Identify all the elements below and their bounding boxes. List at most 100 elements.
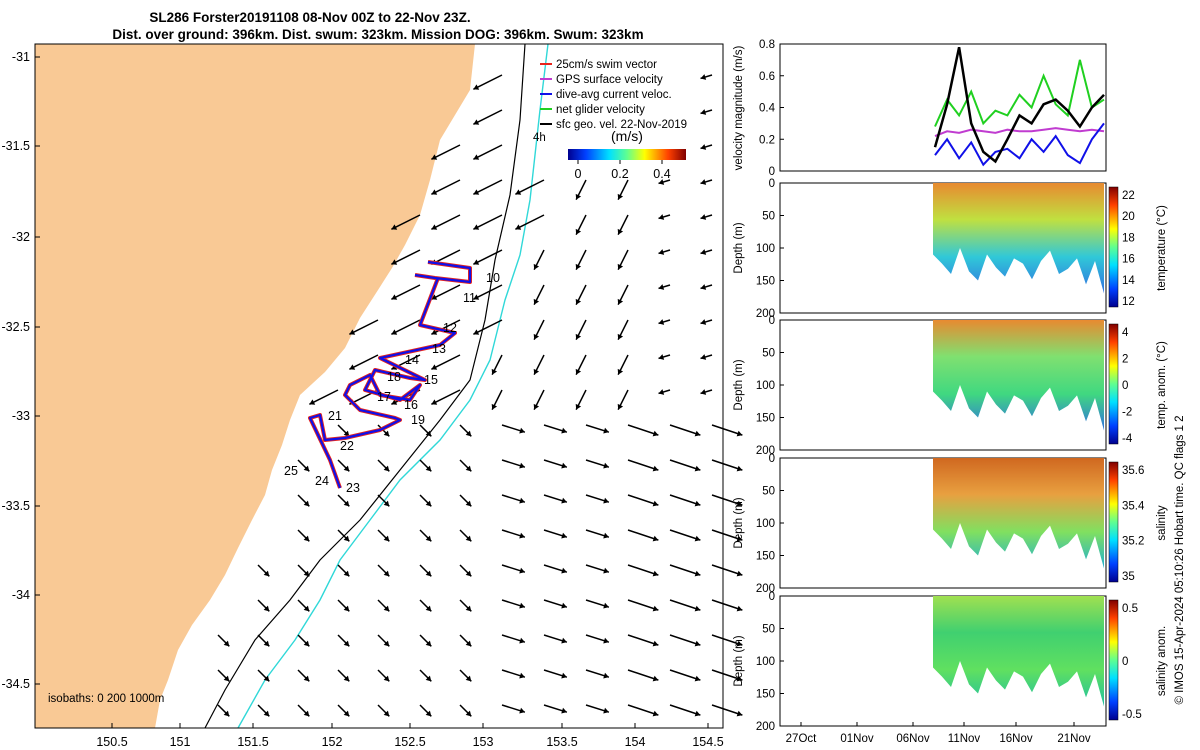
velocity-arrowhead (533, 368, 540, 375)
velocity-arrowhead (694, 465, 701, 472)
velocity-arrowhead (700, 354, 707, 360)
velocity-arrowhead (473, 84, 480, 90)
velocity-arrowhead (694, 535, 701, 542)
waypoint-label: 25 (284, 464, 298, 478)
velocity-arrow (669, 494, 701, 506)
velocity-arrowhead (652, 640, 659, 647)
velocity-arrowhead (575, 228, 582, 235)
velocity-arrowhead (700, 214, 707, 220)
velocity-arrowhead (736, 465, 743, 472)
isobath-200 (204, 43, 526, 729)
velocity-arrowhead (431, 364, 438, 370)
map-xtick-label: 153.5 (546, 735, 577, 749)
title-line-2: Dist. over ground: 396km. Dist. swum: 32… (112, 27, 643, 42)
velocity-arrowhead (425, 500, 432, 507)
velocity-arrowhead (383, 430, 390, 437)
velocity-arrow (711, 529, 743, 541)
velocity-arrowhead (603, 567, 609, 574)
velocity-arrowhead (617, 368, 624, 375)
velocity-arrowhead (533, 403, 540, 410)
velocity-arrowhead (383, 710, 390, 717)
velocity-arrow (391, 284, 421, 300)
velocity-ytick-label: 0.6 (759, 71, 775, 83)
velocity-arrowhead (700, 249, 707, 255)
section-colorbar-tick: 16 (1122, 254, 1135, 266)
velocity-arrowhead (519, 532, 525, 539)
velocity-series-line (934, 59, 1105, 127)
section-sal_anom: 0 50 100 150 200 Depth (m) -0.5 0 0.5 salinity an… (733, 591, 1168, 733)
time-xtick-label: 01Nov (840, 733, 873, 745)
section-colorbar (1108, 461, 1119, 583)
map-ytick-label: -34.5 (2, 677, 31, 691)
velocity-arrowhead (736, 605, 743, 612)
velocity-arrowhead (303, 500, 310, 507)
waypoint-label: 18 (387, 370, 401, 384)
velocity-arrowhead (617, 263, 624, 270)
legend-entry: 25cm/s swim vector (556, 59, 657, 71)
map-colorbar-ticks: 0 0.2 0.4 (575, 160, 671, 181)
time-xtick-label: 11Nov (948, 733, 981, 745)
colorbar-label: (m/s) (611, 128, 643, 144)
velocity-arrow (473, 249, 503, 265)
velocity-arrowhead (575, 403, 582, 410)
velocity-arrowhead (561, 462, 567, 469)
velocity-arrowhead (425, 465, 432, 472)
velocity-arrow (669, 459, 701, 471)
section-colorbar (1108, 323, 1119, 445)
waypoint-label: 14 (405, 353, 419, 367)
velocity-arrowhead (431, 329, 438, 335)
velocity-arrow (627, 529, 659, 541)
velocity-arrow (431, 214, 461, 230)
time-xtick-label: 16Nov (999, 733, 1032, 745)
velocity-arrow (391, 319, 421, 335)
map-frame (34, 43, 724, 729)
velocity-arrowhead (736, 500, 743, 507)
waypoint-label: 11 (463, 291, 476, 305)
velocity-arrowhead (561, 427, 567, 434)
waypoint-label: 13 (432, 342, 446, 356)
section-data-field (933, 596, 1104, 707)
velocity-arrowhead (263, 640, 270, 647)
section-colorbar-tick: 35.2 (1122, 536, 1144, 548)
velocity-arrow (669, 634, 701, 646)
velocity-arrowhead (465, 605, 472, 612)
section-data-field (933, 183, 1104, 294)
section-ytick-label: 0 (769, 178, 775, 190)
velocity-arrowhead (263, 710, 270, 717)
section-salinity: 0 50 100 150 200 Depth (m) 35 35.2 35.4 35.6 salin… (733, 453, 1168, 595)
velocity-arrowhead (425, 570, 432, 577)
velocity-arrow (473, 179, 503, 195)
velocity-arrow (627, 634, 659, 646)
map-ytick-label: -31.5 (2, 139, 31, 153)
section-colorbar-tick: 35.6 (1122, 465, 1144, 477)
velocity-arrowhead (431, 189, 438, 195)
velocity-arrowhead (391, 294, 398, 300)
velocity-arrowhead (533, 333, 540, 340)
velocity-arrowhead (700, 74, 707, 80)
velocity-arrow (431, 144, 461, 160)
velocity-arrow (473, 109, 503, 125)
section-ytick-label: 200 (756, 445, 775, 457)
velocity-arrowhead (736, 640, 743, 647)
waypoint-label: 17 (377, 390, 391, 404)
section-ytick-label: 0 (769, 591, 775, 603)
velocity-arrowhead (309, 399, 316, 405)
velocity-arrow (669, 669, 701, 681)
section-colorbar-tick: -0.5 (1122, 709, 1142, 721)
section-colorbar-label: temp. anom. (°C) (1156, 341, 1168, 429)
velocity-ytick-label: 0.4 (759, 103, 776, 115)
velocity-arrowhead (343, 500, 350, 507)
section-colorbar-tick: 0 (1122, 656, 1128, 668)
velocity-arrow (515, 214, 545, 230)
velocity-arrow (473, 74, 503, 90)
velocity-arrowhead (383, 500, 390, 507)
isobath-1000 (237, 43, 549, 729)
velocity-arrowhead (343, 430, 350, 437)
map-legend: 25cm/s swim vector GPS surface velocity di… (540, 59, 687, 131)
velocity-arrowhead (391, 224, 398, 230)
section-colorbar-tick: 4 (1122, 327, 1129, 339)
velocity-arrowhead (603, 532, 609, 539)
velocity-arrowhead (561, 637, 567, 644)
velocity-arrowhead (391, 259, 398, 265)
velocity-arrow (391, 249, 421, 265)
